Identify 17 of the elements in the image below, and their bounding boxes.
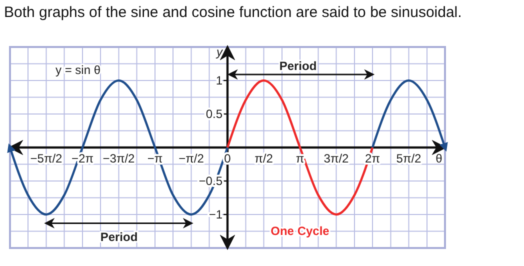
chart-title: Both graphs of the sine and cosine function are said to be sinusoidal.	[4, 4, 462, 21]
x-tick-label: −3π/2	[102, 152, 136, 166]
x-tick-label: −5π/2	[30, 152, 63, 166]
x-axis-title: θ	[436, 152, 443, 166]
y-tick-label: 1	[216, 74, 223, 88]
x-tick-label: π/2	[254, 152, 274, 166]
x-tick-label: π	[296, 152, 304, 166]
annotation: One Cycle	[270, 224, 330, 238]
x-tick-label: −π/2	[178, 152, 204, 166]
x-tick-label: 5π/2	[396, 152, 422, 166]
annotation: y = sin θ	[55, 63, 101, 77]
y-tick-label: −1	[208, 208, 223, 222]
annotation: Period	[279, 59, 317, 73]
y-tick-label: 0.5	[206, 107, 223, 121]
y-axis-title: y	[216, 45, 224, 59]
annotation: Period	[100, 230, 138, 244]
x-tick-label: 3π/2	[324, 152, 350, 166]
